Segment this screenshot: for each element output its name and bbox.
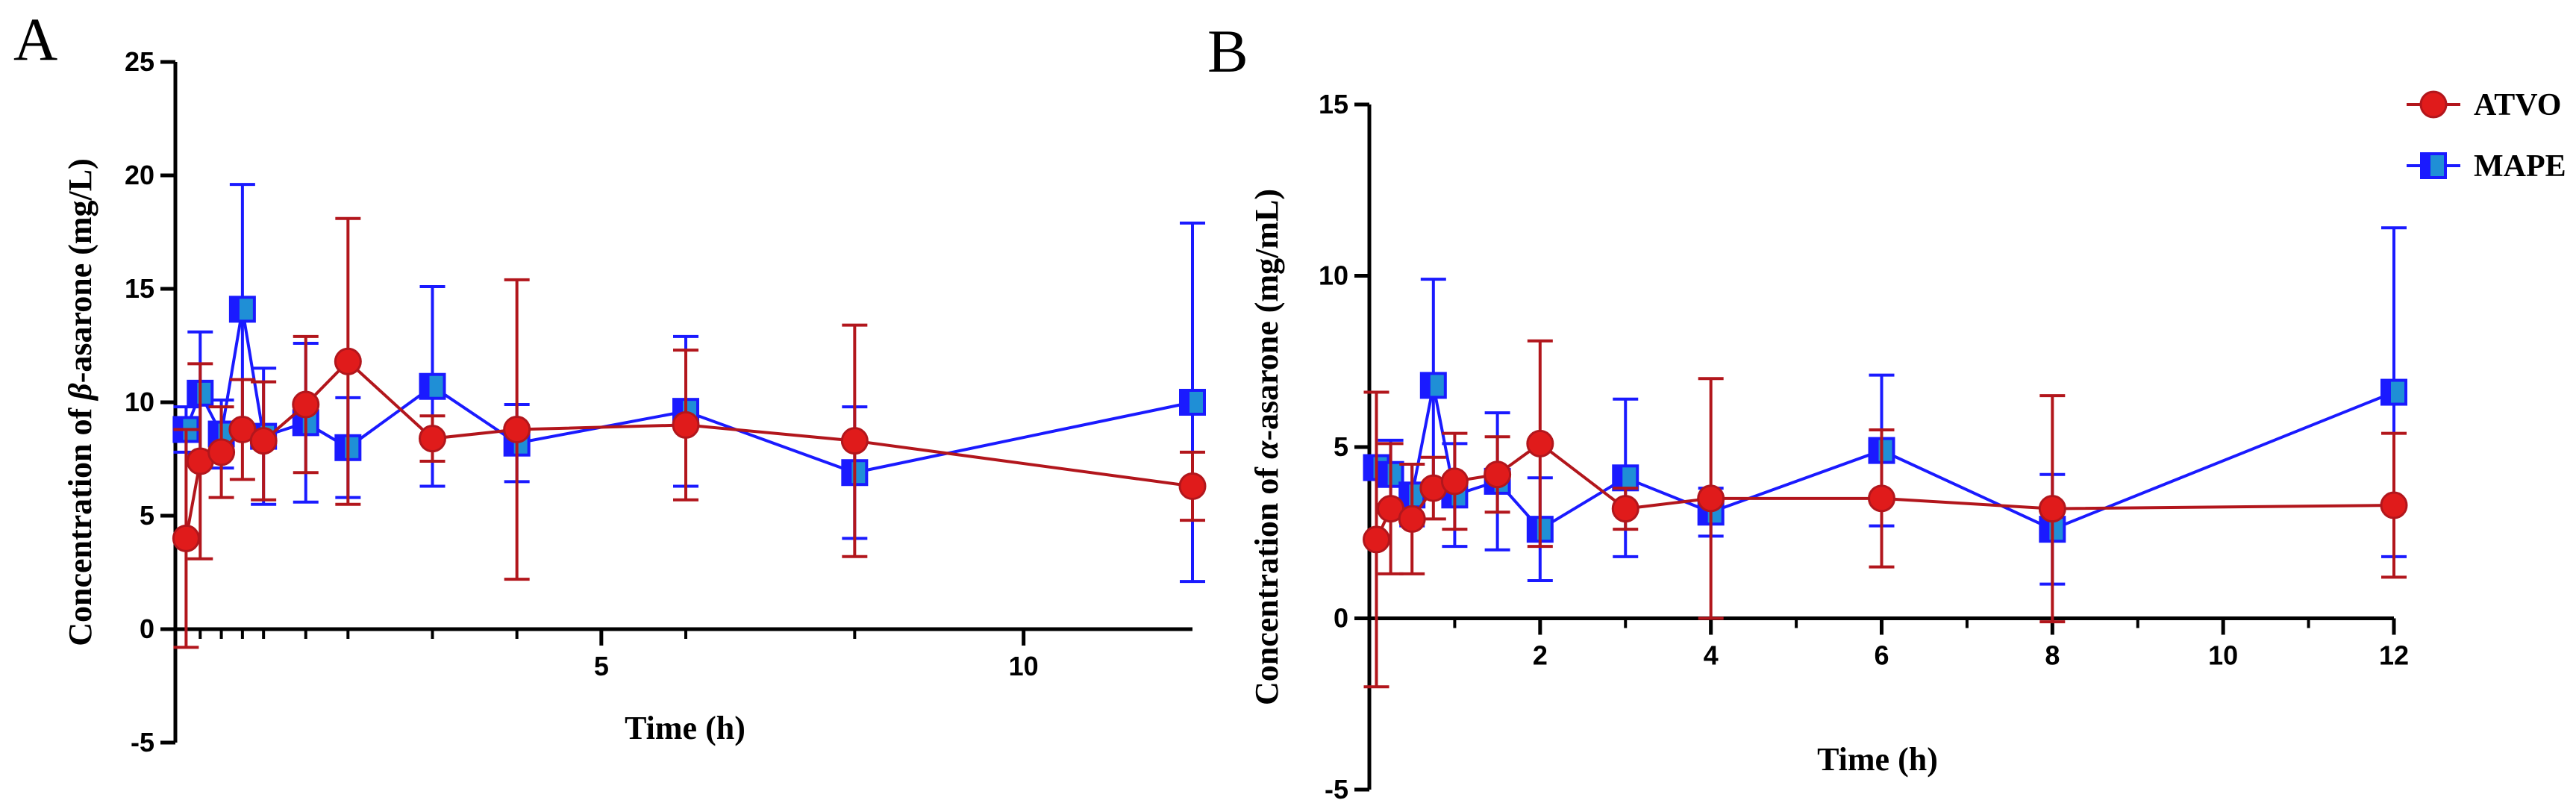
mape-point-half [230,297,240,322]
mape-point-half [842,460,852,485]
mape-point-half [1400,483,1410,508]
mape-point-half [420,374,430,399]
mape-point-a [419,372,446,400]
y-axis-label-b: Concentration of α-asarone (mg/mL) [1248,189,1285,705]
atvo-point-a [1178,472,1207,500]
x-tick-label-b: 12 [2379,640,2409,671]
y-tick-label-a: 15 [125,273,154,304]
legend-mape-label: MAPE [2474,149,2566,184]
y-tick-label-a: 20 [125,160,154,190]
x-tick-label-b: 4 [1704,640,1719,671]
panel-b-chart: B -5 0 5 10 15 2 4 6 8 10 12 Time (h) Concentration o… [1207,17,2409,805]
mape-point-half [1378,462,1388,487]
y-tick-label-a: 5 [140,500,154,531]
x-tick-label-b: 8 [2045,640,2060,671]
panel-a-chart: A -5 0 5 10 15 20 25 5 10 Time (h) Concentration of… [13,5,1207,758]
panel-label-a: A [13,5,57,73]
atvo-point-b [1526,429,1554,457]
atvo-point-b [1697,484,1725,513]
y-tick-label-a: 10 [125,387,154,417]
atvo-point-b [1868,484,1895,513]
atvo-point-b [1398,505,1426,533]
y-tick-label-b: -5 [1325,774,1348,805]
atvo-point-a [419,425,446,453]
y-axis-label-a: Concentration of β-asarone (mg/L) [62,158,99,646]
atvo-point-a [672,410,700,439]
mape-point-half [2040,517,2050,542]
y-tick-label-a: 0 [140,613,154,644]
legend: ATVO MAPE [2407,88,2566,184]
atvo-point-a [503,415,531,443]
y-tick-label-b: 5 [1334,431,1348,462]
atvo-point-a [334,347,362,375]
atvo-point-a [207,438,236,466]
mape-point-half [1869,438,1879,463]
legend-atvo-label: ATVO [2474,88,2561,122]
mape-point-b [2380,378,2407,406]
mape-point-half [1181,390,1189,414]
x-tick-label-a: 5 [594,651,609,681]
y-tick-label-a: 25 [125,46,154,77]
x-tick-label-b: 6 [1874,640,1889,671]
mape-point-b [1419,372,1447,399]
y-tick-label-b: 0 [1334,603,1348,634]
atvo-point-b [1362,525,1390,554]
panel-label-b: B [1207,17,1248,85]
mape-point-a [1179,389,1206,416]
legend-mape-marker-half [2422,154,2430,178]
atvo-point-b [1440,467,1469,496]
mape-point-half [1613,466,1623,490]
x-axis-label-a: Time (h) [625,710,745,746]
atvo-point-b [1484,460,1512,489]
atvo-point-b [1611,495,1639,523]
atvo-point-a [292,390,320,419]
mape-point-half [1528,517,1537,542]
atvo-point-a [840,427,869,455]
mape-point-half [2382,380,2391,405]
mape-point-half [188,381,198,405]
y-tick-label-a: -5 [131,727,154,758]
legend-atvo-marker [2419,90,2448,119]
x-tick-label-a: 10 [1009,651,1039,681]
mape-point-a [228,296,256,323]
y-tick-label-b: 10 [1319,260,1348,291]
mape-point-half [1421,373,1431,398]
y-tick-label-b: 15 [1319,89,1348,119]
mape-point-half [336,435,346,460]
x-tick-label-b: 2 [1533,640,1548,671]
x-axis-label-b: Time (h) [1817,741,1938,778]
mape-point-b [1612,464,1639,492]
atvo-point-a [172,524,200,552]
mape-point-half [1364,455,1374,480]
x-tick-label-b: 10 [2208,640,2238,671]
atvo-point-a [249,427,278,455]
atvo-point-b [2380,491,2408,519]
atvo-point-b [2038,495,2066,523]
atvo-point-a [228,415,257,443]
